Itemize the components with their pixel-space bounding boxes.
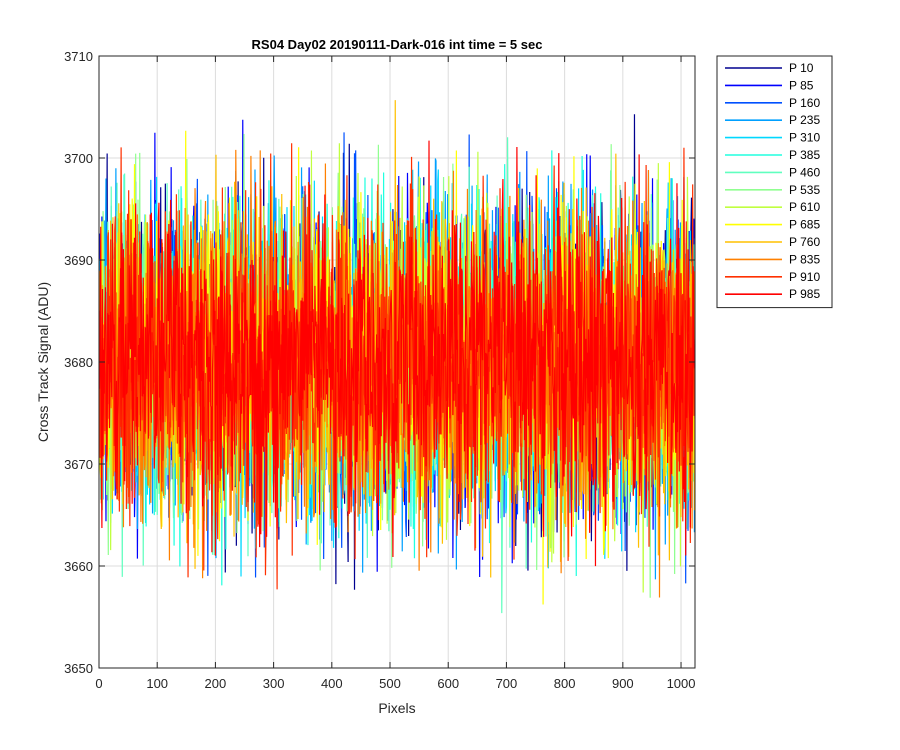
y-tick-label: 3670	[64, 457, 93, 472]
x-tick-label: 300	[263, 676, 285, 691]
series-layer	[99, 100, 695, 614]
chart-title: RS04 Day02 20190111-Dark-016 int time = …	[252, 37, 543, 52]
x-tick-label: 800	[554, 676, 576, 691]
legend-label: P 310	[789, 131, 820, 145]
x-tick-label: 200	[205, 676, 227, 691]
y-tick-label: 3660	[64, 559, 93, 574]
legend-label: P 235	[789, 113, 820, 127]
legend-label: P 685	[789, 218, 820, 232]
x-tick-label: 600	[437, 676, 459, 691]
legend-label: P 460	[789, 165, 820, 179]
y-tick-label: 3680	[64, 355, 93, 370]
legend-label: P 910	[789, 270, 820, 284]
legend: P 10 P 85 P 160 P 235 P 310 P 385 P 460 P 535 P …	[716, 55, 833, 309]
series-line-p-985	[99, 140, 695, 567]
legend-box	[716, 55, 833, 309]
legend-label: P 835	[789, 252, 820, 266]
x-tick-label: 1000	[667, 676, 696, 691]
x-tick-label: 0	[95, 676, 102, 691]
x-tick-label: 700	[496, 676, 518, 691]
y-tick-label: 3690	[64, 253, 93, 268]
x-tick-label: 400	[321, 676, 343, 691]
y-tick-label: 3650	[64, 661, 93, 676]
legend-label: P 985	[789, 287, 820, 301]
y-axis: 3650 3660 3670 3680 3690 3700 3710	[64, 49, 695, 676]
x-tick-label: 100	[146, 676, 168, 691]
x-axis: 0 100 200 300 400 500 600 700 800 900 1000	[95, 56, 695, 691]
y-tick-label: 3700	[64, 151, 93, 166]
x-tick-label: 900	[612, 676, 634, 691]
legend-label: P 760	[789, 235, 820, 249]
legend-label: P 10	[789, 61, 814, 75]
y-tick-label: 3710	[64, 49, 93, 64]
legend-label: P 610	[789, 200, 820, 214]
legend-label: P 160	[789, 96, 820, 110]
legend-label: P 85	[789, 78, 814, 92]
y-axis-label: Cross Track Signal (ADU)	[35, 282, 51, 442]
x-tick-label: 500	[379, 676, 401, 691]
legend-label: P 385	[789, 148, 820, 162]
legend-label: P 535	[789, 183, 820, 197]
x-axis-label: Pixels	[378, 700, 415, 716]
